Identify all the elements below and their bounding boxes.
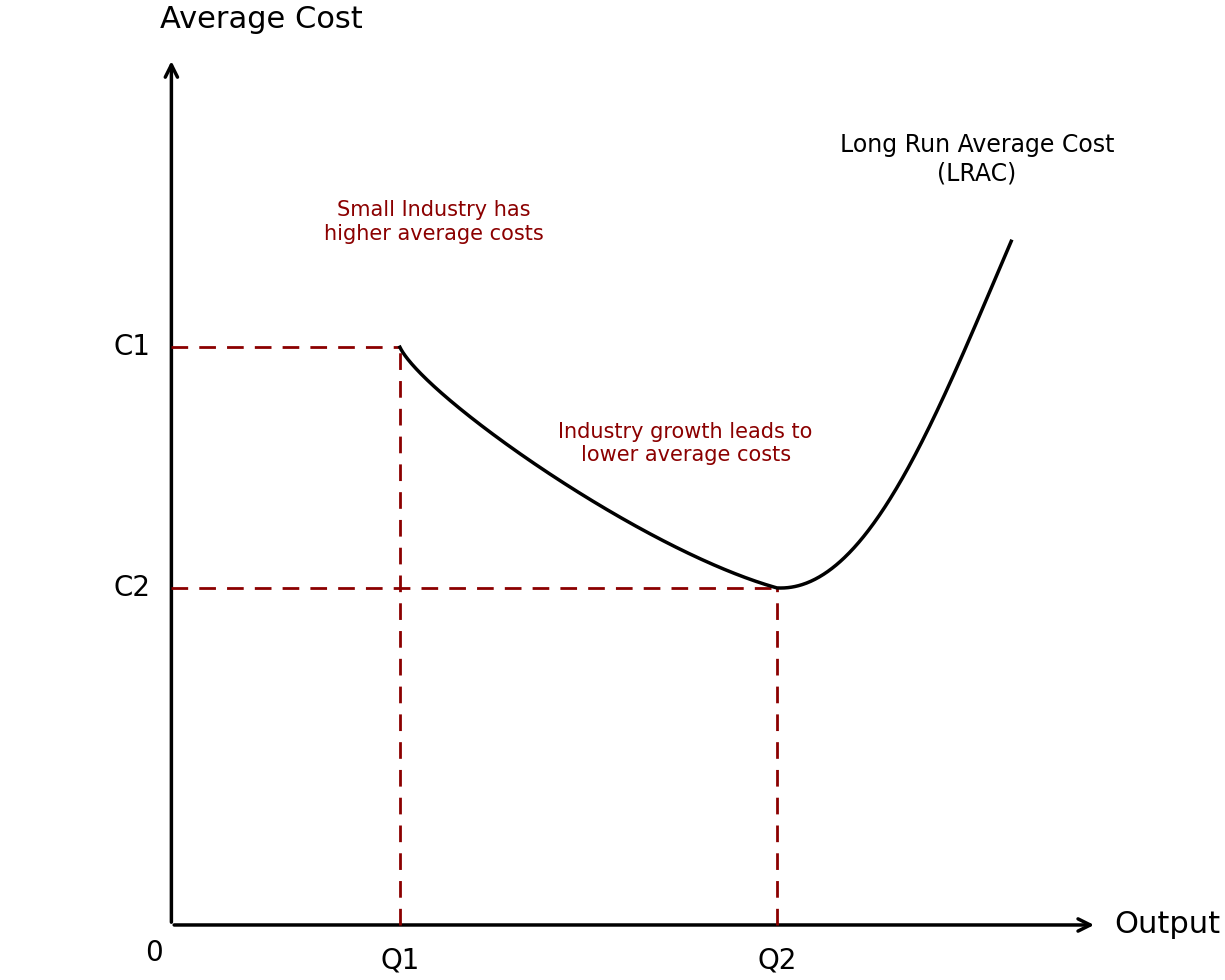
Text: Q2: Q2: [757, 946, 796, 974]
Text: 0: 0: [146, 940, 163, 967]
Text: C1: C1: [114, 333, 151, 362]
Text: Average Cost: Average Cost: [160, 5, 363, 34]
Text: Output: Output: [1114, 910, 1220, 940]
Text: Q1: Q1: [380, 946, 420, 974]
Text: Industry growth leads to
lower average costs: Industry growth leads to lower average c…: [559, 421, 812, 465]
Text: Long Run Average Cost
(LRAC): Long Run Average Cost (LRAC): [839, 133, 1115, 185]
Text: C2: C2: [114, 574, 151, 602]
Text: Small Industry has
higher average costs: Small Industry has higher average costs: [325, 200, 544, 244]
